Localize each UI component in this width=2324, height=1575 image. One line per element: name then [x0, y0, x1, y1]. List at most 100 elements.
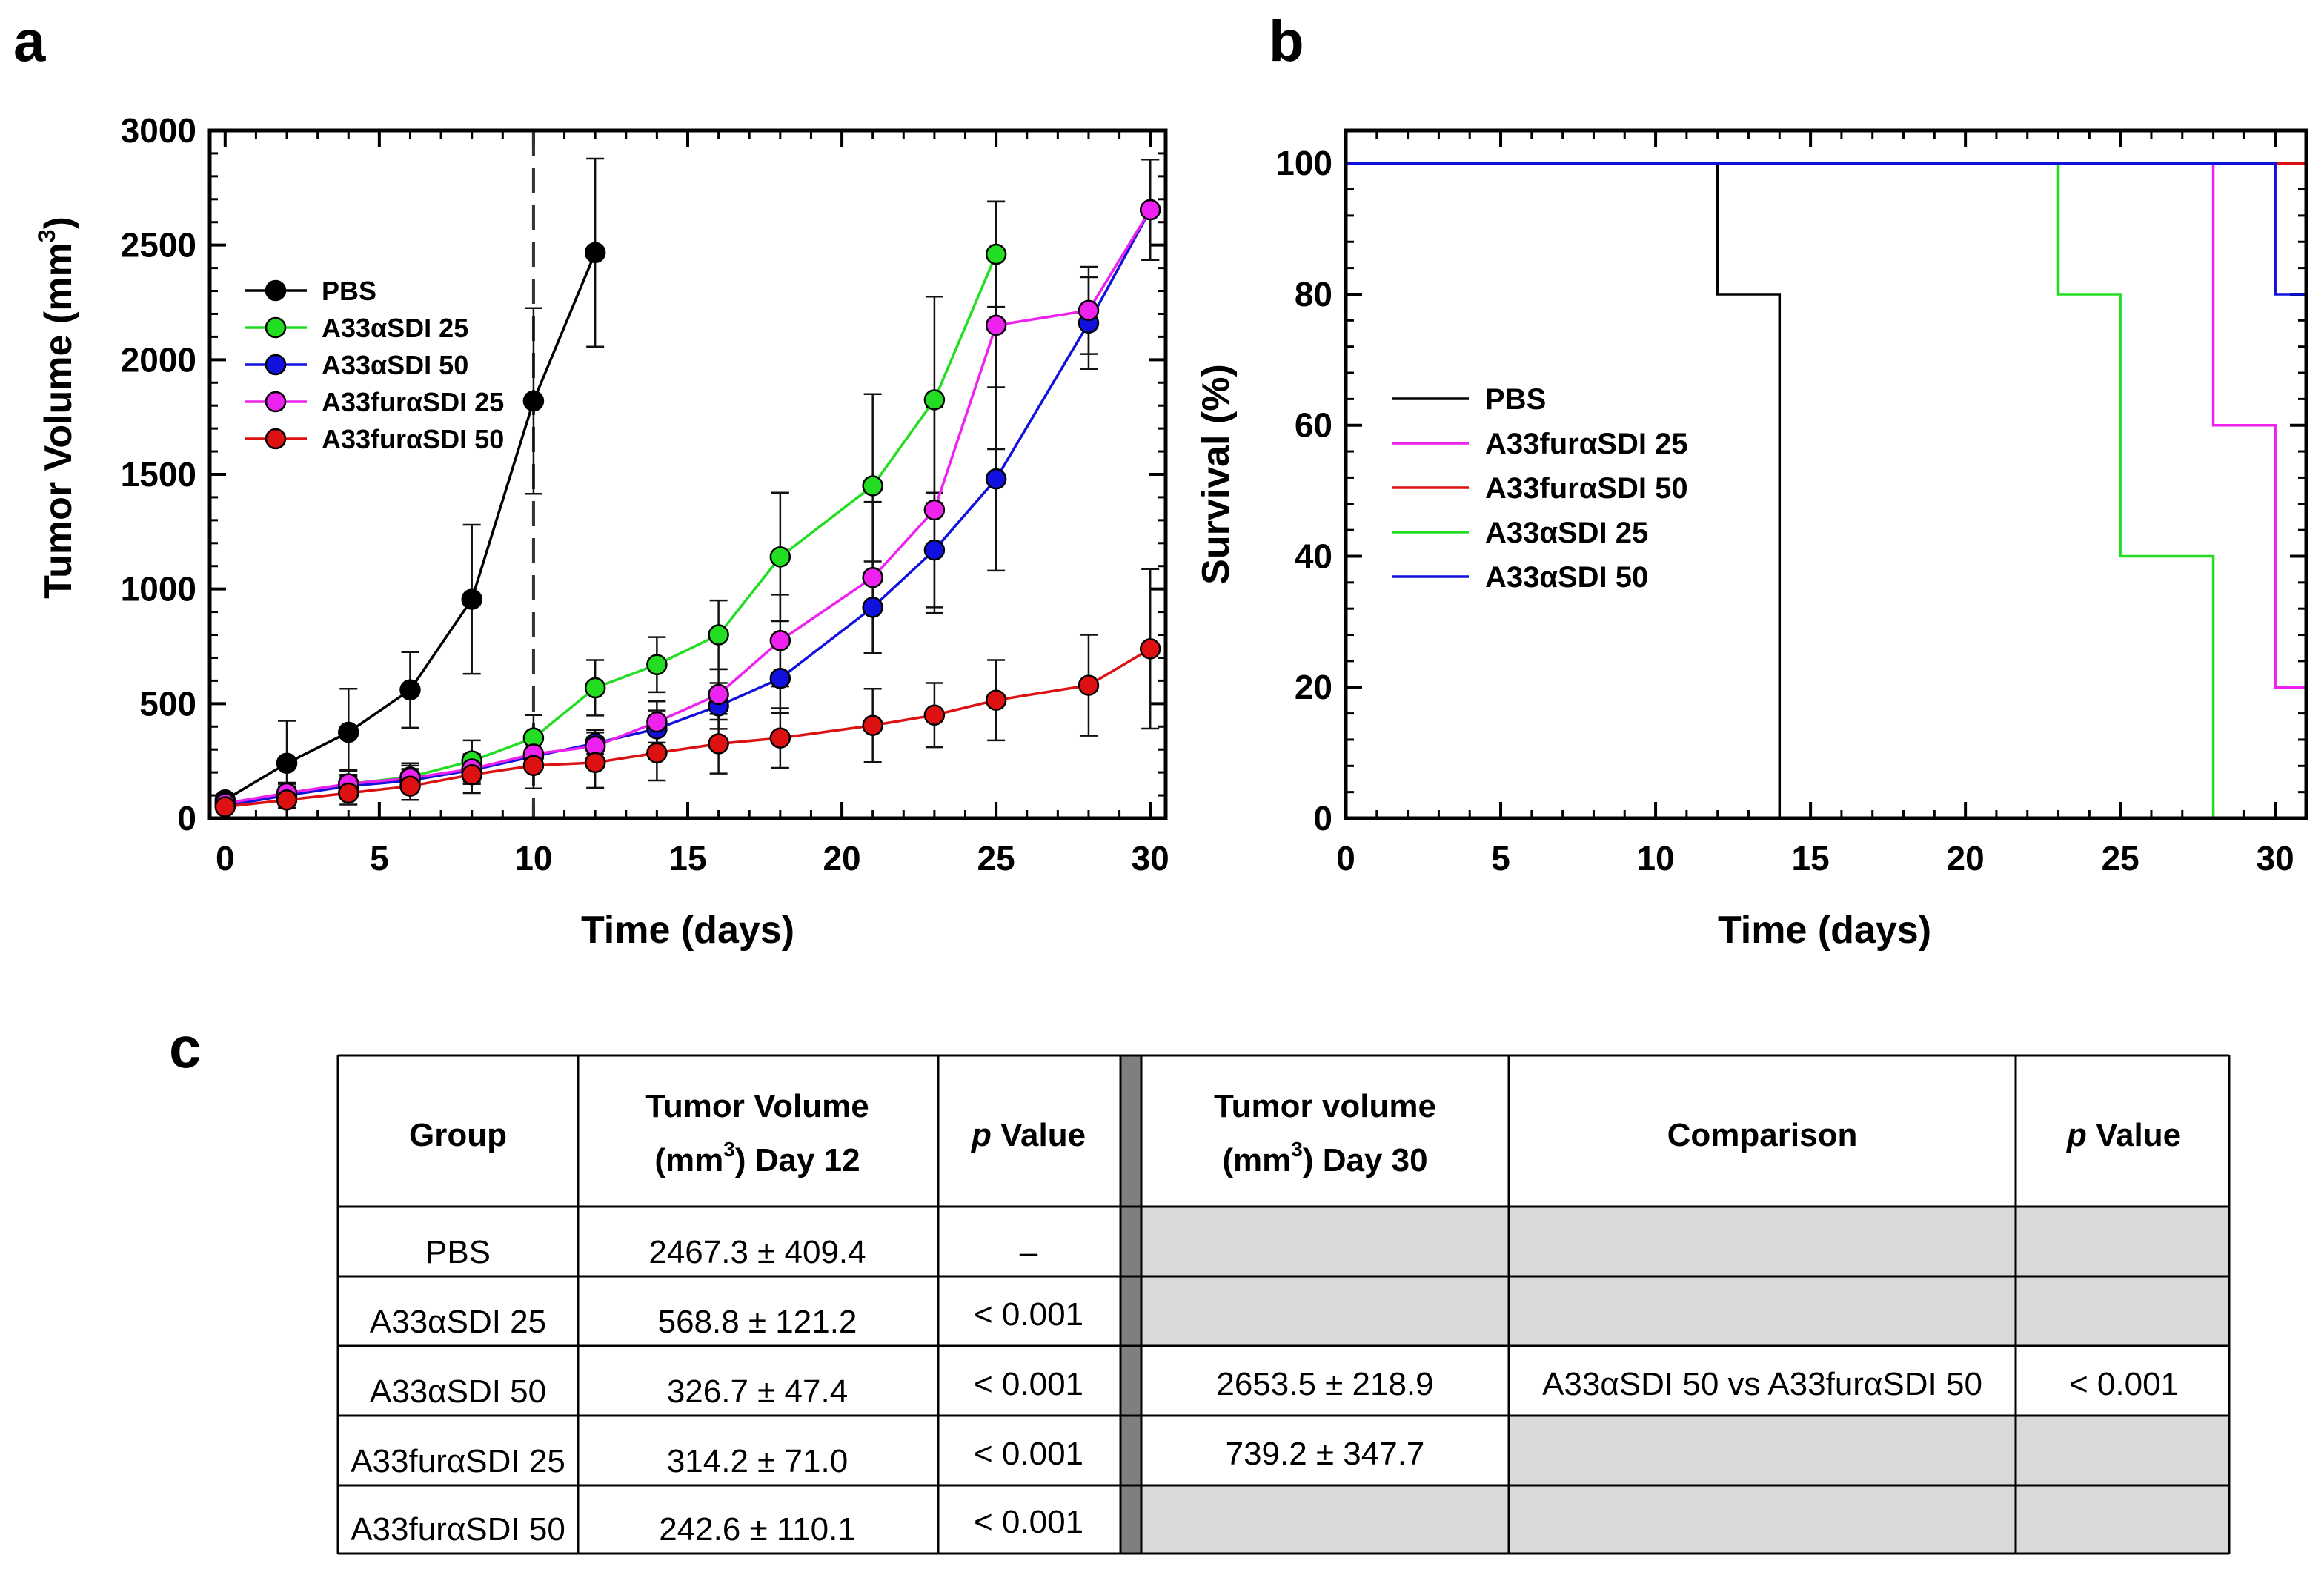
- b-xtick-label: 20: [1947, 839, 1985, 878]
- table-row: A33αSDI 25 568.8 ± 121.2 < 0.001: [370, 1296, 1083, 1340]
- cell-group: A33furαSDI 25: [351, 1443, 565, 1479]
- b-xtick-label: 5: [1491, 839, 1510, 878]
- b-xtick-label: 15: [1792, 839, 1830, 878]
- cell-p1: < 0.001: [974, 1436, 1083, 1472]
- cell-tv12: 314.2 ± 71.0: [667, 1443, 848, 1479]
- legend-marker: [265, 279, 287, 302]
- a-ytick-label: 1000: [121, 570, 196, 609]
- b-xtick-label: 10: [1636, 839, 1674, 878]
- cell-tv30: 2653.5 ± 218.9: [1216, 1366, 1433, 1402]
- b-ytick-label: 100: [1275, 144, 1332, 182]
- data-point: [646, 654, 668, 675]
- data-point: [708, 624, 729, 646]
- shaded-cell: [1509, 1416, 2016, 1485]
- header-p-value-1: p Value: [971, 1117, 1086, 1153]
- a-ytick-label: 3000: [121, 111, 196, 150]
- chart-b-frame: [1344, 128, 2308, 820]
- data-point: [923, 499, 946, 521]
- cell-tv12: 326.7 ± 47.4: [667, 1373, 848, 1410]
- data-point: [646, 711, 668, 733]
- data-point: [708, 733, 729, 755]
- cell-tv12: 568.8 ± 121.2: [658, 1304, 857, 1340]
- shaded-cell: [1509, 1207, 2016, 1276]
- panel-label-b: b: [1269, 8, 1304, 73]
- data-point: [769, 727, 791, 749]
- chart-a-series: [214, 157, 1161, 818]
- a-ytick-label: 1500: [121, 455, 196, 494]
- cell-tv12: 242.6 ± 110.1: [659, 1511, 856, 1548]
- b-ytick-label: 60: [1295, 406, 1332, 445]
- data-point: [276, 789, 298, 811]
- data-point: [461, 763, 482, 786]
- legend-label: A33furαSDI 25: [1485, 428, 1688, 460]
- chart-a-tick-labels: 0 5 10 15 20 25 30 0 500 1000 1500 2000 2500 3000: [121, 111, 1169, 878]
- data-point: [584, 242, 606, 264]
- cell-tv30: 739.2 ± 347.7: [1226, 1436, 1425, 1472]
- data-point: [769, 668, 791, 689]
- legend-marker: [265, 316, 287, 339]
- data-point: [276, 752, 298, 775]
- b-ytick-label: 20: [1295, 668, 1332, 706]
- legend-label: PBS: [322, 276, 376, 306]
- header-comparison: Comparison: [1667, 1117, 1858, 1153]
- data-point: [985, 689, 1007, 711]
- chart-b-series: [1346, 162, 2306, 820]
- data-point: [1078, 299, 1100, 322]
- a-ytick-label: 2000: [121, 340, 196, 379]
- data-point: [985, 314, 1007, 336]
- cell-group: PBS: [425, 1234, 491, 1270]
- table-divider: [1120, 1055, 1141, 1554]
- data-point: [862, 475, 883, 497]
- data-point: [1078, 674, 1100, 696]
- cell-p1: –: [1020, 1234, 1038, 1270]
- survival-step-line: [1346, 162, 2306, 689]
- legend-label: A33αSDI 50: [1485, 561, 1648, 594]
- table-row: A33furαSDI 25 314.2 ± 71.0 < 0.001 739.2…: [351, 1436, 1424, 1479]
- b-ytick-label: 0: [1313, 799, 1332, 838]
- header-group: Group: [409, 1117, 507, 1153]
- data-point: [399, 775, 421, 797]
- a-ytick-label: 500: [139, 684, 196, 723]
- b-xtick-label: 25: [2102, 839, 2139, 878]
- data-point: [522, 390, 545, 412]
- data-point: [338, 721, 359, 743]
- panel-label-c: c: [169, 1015, 201, 1080]
- b-ytick-label: 80: [1295, 275, 1332, 314]
- data-point: [862, 597, 883, 618]
- table-row: A33furαSDI 50 242.6 ± 110.1 < 0.001: [351, 1504, 1083, 1548]
- table-grid: [336, 1054, 2231, 1555]
- shaded-cell: [2016, 1416, 2229, 1485]
- cell-group: A33αSDI 50: [370, 1373, 546, 1410]
- data-point: [338, 782, 359, 804]
- cell-p1: < 0.001: [974, 1504, 1083, 1540]
- data-point: [985, 243, 1007, 265]
- data-point: [862, 566, 883, 588]
- legend-label: A33αSDI 50: [322, 350, 468, 380]
- data-point: [399, 679, 421, 701]
- shaded-cell: [1141, 1485, 1509, 1554]
- legend-label: A33αSDI 25: [1485, 517, 1648, 549]
- chart-b: 0 5 10 15 20 25 30 0 20 40 60 80 100 Time (days) Sur…: [1195, 128, 2308, 952]
- cell-tv12: 2467.3 ± 409.4: [648, 1234, 866, 1270]
- header-tumor-volume-day12-line2: (mm3) Day 12: [654, 1138, 860, 1178]
- data-point: [1139, 199, 1161, 221]
- chart-b-legend: PBS A33furαSDI 25 A33furαSDI 50 A33αSDI 25 A…: [1392, 383, 1688, 594]
- table-header-row: Group Tumor Volume (mm3) Day 12 p Value …: [409, 1088, 2181, 1178]
- a-xtick-label: 30: [1132, 839, 1169, 878]
- legend-label: PBS: [1485, 383, 1546, 416]
- a-ytick-label: 2500: [121, 226, 196, 265]
- chart-a-frame: [208, 128, 1168, 820]
- table-row: PBS 2467.3 ± 409.4 –: [425, 1234, 1038, 1270]
- data-point: [646, 742, 668, 764]
- shaded-cell: [2016, 1276, 2229, 1346]
- chart-a-legend: PBS A33αSDI 25 A33αSDI 50 A33furαSDI 25 A33f…: [245, 276, 504, 454]
- header-tumor-volume-day12-line1: Tumor Volume: [645, 1088, 869, 1124]
- b-xtick-label: 30: [2257, 839, 2294, 878]
- a-xtick-label: 15: [668, 839, 706, 878]
- a-xtick-label: 25: [977, 839, 1015, 878]
- header-p-value-2: p Value: [2066, 1117, 2181, 1153]
- chart-b-xlabel: Time (days): [1718, 909, 1931, 952]
- legend-label: A33furαSDI 50: [1485, 472, 1688, 505]
- survival-step-line: [1346, 162, 2306, 296]
